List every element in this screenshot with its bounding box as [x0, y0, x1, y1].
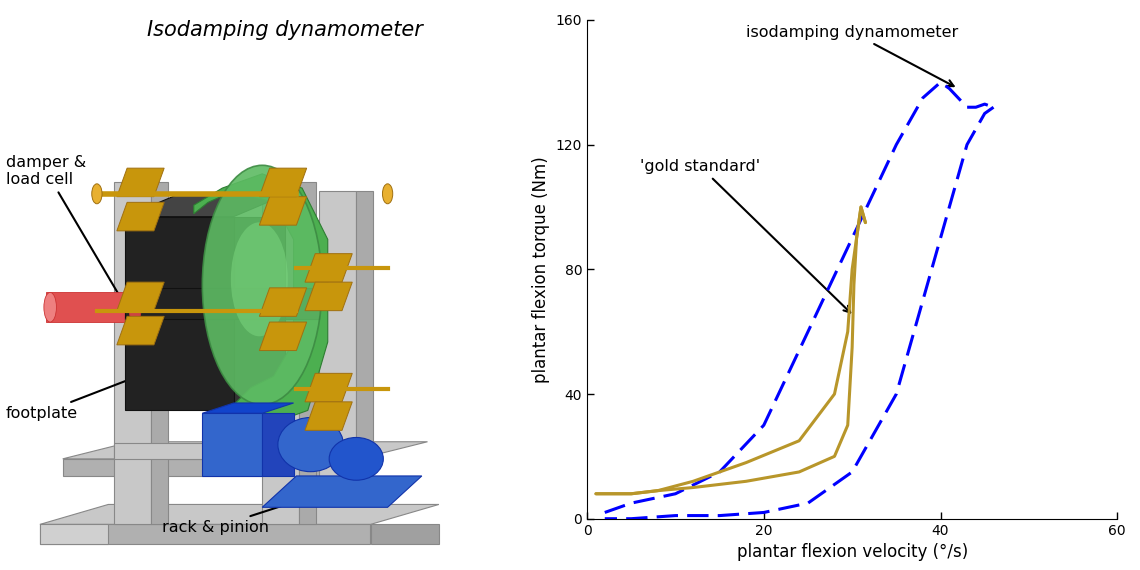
Polygon shape	[306, 254, 352, 282]
Polygon shape	[234, 217, 285, 410]
Polygon shape	[114, 443, 299, 459]
Polygon shape	[125, 195, 285, 217]
Polygon shape	[63, 442, 428, 459]
Polygon shape	[285, 288, 319, 319]
Ellipse shape	[278, 417, 343, 472]
Polygon shape	[262, 476, 422, 507]
Polygon shape	[260, 168, 307, 197]
Polygon shape	[40, 524, 370, 544]
Ellipse shape	[43, 292, 56, 322]
Polygon shape	[262, 413, 294, 476]
Polygon shape	[203, 413, 262, 476]
Text: footplate: footplate	[6, 374, 140, 421]
Polygon shape	[306, 282, 352, 311]
Polygon shape	[40, 524, 108, 544]
Text: Isodamping dynamometer: Isodamping dynamometer	[147, 20, 423, 40]
X-axis label: plantar flexion velocity (°/s): plantar flexion velocity (°/s)	[736, 543, 968, 561]
Ellipse shape	[203, 165, 321, 405]
Text: 'gold standard': 'gold standard'	[641, 159, 850, 312]
Polygon shape	[46, 292, 135, 322]
Polygon shape	[116, 316, 164, 345]
Ellipse shape	[383, 184, 392, 203]
Polygon shape	[262, 182, 299, 524]
Polygon shape	[125, 217, 234, 410]
Polygon shape	[299, 443, 319, 459]
Ellipse shape	[129, 292, 141, 322]
Polygon shape	[260, 288, 307, 316]
Y-axis label: plantar flexion torque (Nm): plantar flexion torque (Nm)	[532, 156, 551, 382]
Text: damper &
load cell: damper & load cell	[6, 155, 125, 306]
Polygon shape	[114, 182, 150, 524]
Text: rack & pinion: rack & pinion	[162, 488, 334, 535]
Polygon shape	[203, 403, 294, 413]
Polygon shape	[194, 174, 328, 425]
Polygon shape	[299, 182, 317, 524]
Polygon shape	[356, 191, 374, 504]
Polygon shape	[260, 322, 307, 351]
Polygon shape	[319, 191, 356, 504]
Polygon shape	[116, 202, 164, 231]
Polygon shape	[125, 288, 285, 319]
Ellipse shape	[329, 438, 383, 480]
Polygon shape	[116, 282, 164, 311]
Polygon shape	[150, 182, 169, 524]
Polygon shape	[40, 504, 439, 524]
Polygon shape	[306, 373, 352, 402]
Polygon shape	[116, 168, 164, 197]
Polygon shape	[63, 459, 359, 476]
Text: isodamping dynamometer: isodamping dynamometer	[747, 25, 959, 86]
Polygon shape	[306, 402, 352, 430]
Ellipse shape	[92, 184, 103, 203]
Polygon shape	[370, 524, 439, 544]
Polygon shape	[260, 197, 307, 225]
Ellipse shape	[230, 222, 287, 336]
